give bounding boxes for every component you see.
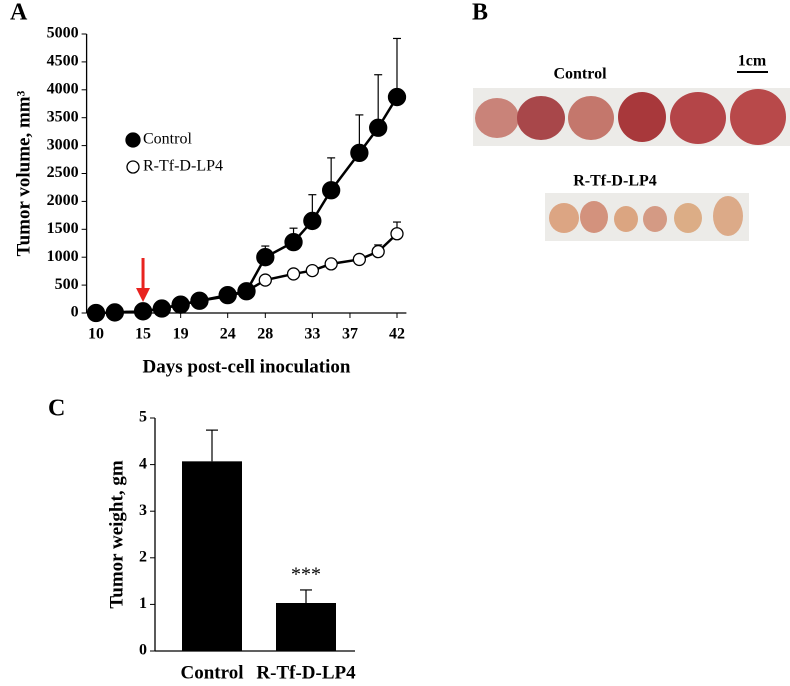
y-tick-label: 4000 [47, 80, 79, 97]
y-tick-label: 1 [139, 595, 147, 612]
series-line [95, 96, 399, 315]
y-tick-label: 0 [71, 304, 79, 321]
point [387, 87, 407, 107]
tumor [643, 206, 667, 232]
y-tick-label: 1000 [47, 248, 79, 265]
group-label: Control [553, 66, 607, 83]
series-line [95, 232, 398, 315]
tumor [713, 196, 743, 236]
point [305, 263, 319, 278]
tumor [674, 203, 702, 233]
tumor [475, 98, 519, 138]
point [152, 299, 171, 318]
legend-label: Control [143, 131, 192, 148]
point [371, 244, 385, 259]
point [369, 118, 388, 137]
point [190, 291, 209, 310]
point [350, 143, 369, 163]
x-tick-label: 42 [389, 326, 405, 343]
point [218, 285, 237, 305]
tumor [730, 89, 786, 145]
tumor [618, 92, 666, 142]
tumor [517, 96, 565, 140]
point [322, 181, 341, 200]
x-tick-label: 24 [220, 326, 236, 343]
tumor [614, 206, 638, 232]
arrow-head [136, 288, 151, 302]
y-axis-label: Tumor volume, mm³ [13, 90, 34, 256]
y-tick-label: 4 [139, 455, 147, 472]
tumor [549, 203, 579, 233]
bar [276, 603, 336, 651]
point [286, 267, 301, 281]
y-axis-label: Tumor weight, gm [106, 460, 127, 608]
x-tick-label: 15 [135, 326, 151, 343]
point [352, 252, 367, 267]
panel-label: C [48, 396, 65, 422]
point [390, 227, 404, 241]
tumor [670, 92, 726, 144]
y-tick-label: 0 [139, 642, 147, 659]
x-tick-label: 19 [173, 326, 189, 343]
point [256, 248, 275, 267]
point [303, 211, 322, 231]
tumor-photo: Control 1cm R-Tf-D-LP4 [473, 53, 790, 241]
point [284, 232, 303, 252]
y-tick-label: 4500 [47, 53, 79, 70]
y-tick-label: 500 [55, 276, 79, 293]
tumor [580, 201, 608, 233]
point [171, 295, 190, 314]
y-tick-label: 2 [139, 548, 147, 565]
point [258, 273, 272, 287]
x-tick-label: 10 [88, 326, 104, 343]
y-tick-label: 3000 [47, 136, 79, 153]
panel-label: B [472, 0, 488, 26]
x-tick-label: 28 [257, 326, 273, 343]
legend-marker [126, 160, 140, 174]
x-tick-label: 33 [304, 326, 320, 343]
y-tick-label: 5 [139, 409, 147, 426]
y-tick-label: 2500 [47, 164, 79, 181]
point [105, 303, 124, 322]
y-tick-label: 5000 [47, 25, 79, 42]
panel-label: A [10, 0, 28, 26]
y-tick-label: 2000 [47, 192, 79, 209]
y-tick-label: 3 [139, 502, 147, 519]
x-tick-label: Control [181, 662, 244, 683]
point [133, 302, 153, 321]
x-tick-label: 37 [342, 326, 358, 343]
legend-label: R-Tf-D-LP4 [143, 158, 223, 175]
y-tick-label: 1500 [47, 220, 79, 237]
legend-marker [125, 132, 141, 148]
point [86, 303, 106, 323]
point [324, 257, 338, 271]
x-tick-label: R-Tf-D-LP4 [256, 662, 356, 683]
y-tick-label: 3500 [47, 108, 79, 125]
point [237, 282, 256, 301]
group-label: R-Tf-D-LP4 [573, 173, 657, 190]
bar [182, 461, 242, 651]
scale-label: 1cm [738, 53, 767, 70]
tumor [568, 96, 614, 140]
x-axis-label: Days post-cell inoculation [143, 356, 351, 377]
significance-label: *** [291, 564, 321, 586]
